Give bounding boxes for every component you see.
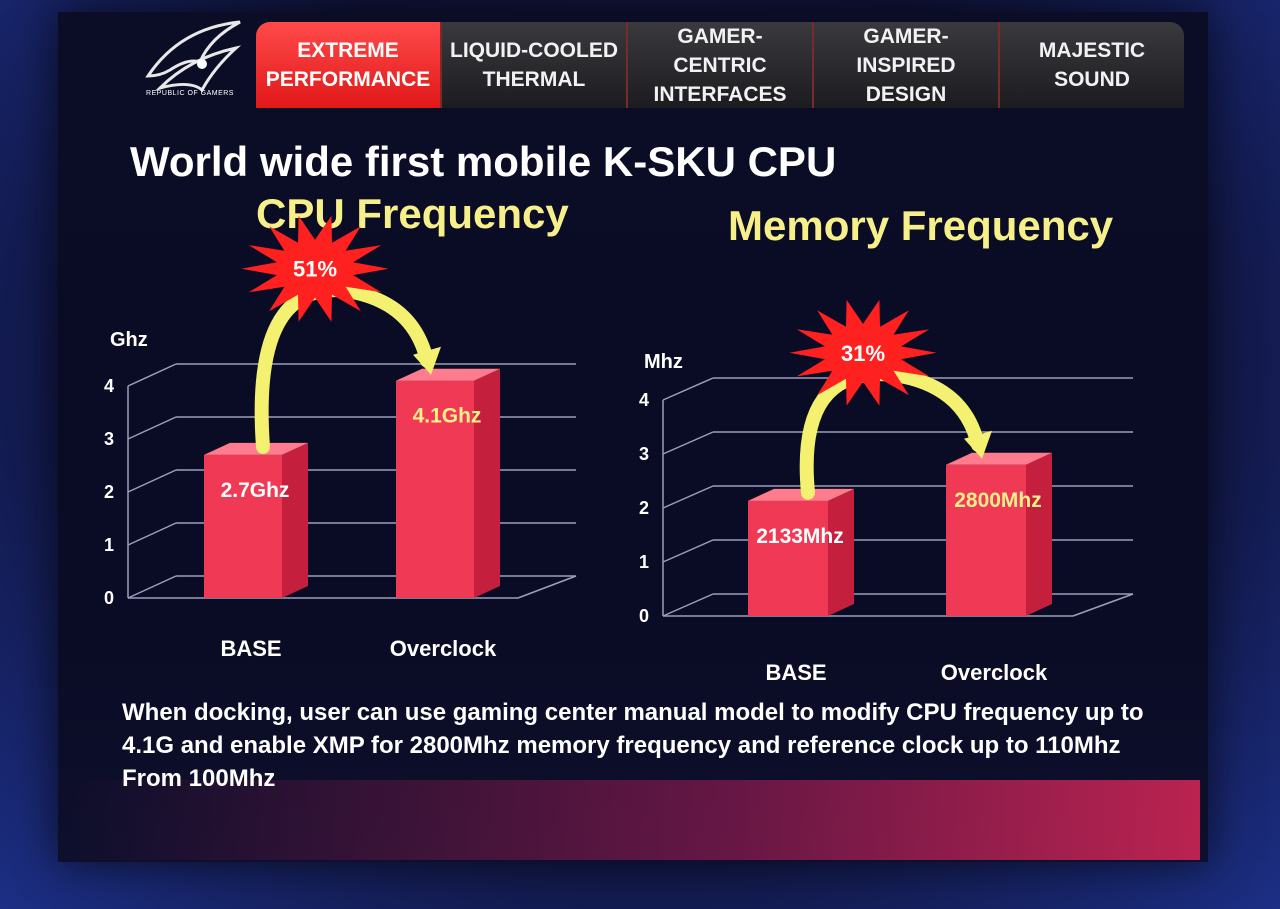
tab-label-line1: EXTREME [297,39,399,62]
grid-line [662,539,714,563]
y-axis-unit-label: Ghz [110,329,148,351]
grid-line [127,522,177,546]
tab-label-line2: PERFORMANCE [265,68,431,91]
y-tick-label: 3 [639,444,649,464]
bar-top [204,442,308,455]
bar-value-label: 4.1Ghz [413,405,482,428]
x-tick-label: BASE [220,636,281,661]
grid-line [127,416,177,440]
memory-chart-title: Memory Frequency [728,202,1114,249]
bar-front [396,380,474,598]
percent-increase-label: 31% [841,341,885,366]
y-tick-label: 1 [104,535,114,555]
bar-value-label: 2133Mhz [756,525,844,548]
grid-line [662,431,714,455]
bar-front [748,500,828,616]
bar-side [474,368,500,598]
feature-tabs: EXTREME PERFORMANCE LIQUID-COOLED THERMAL … [256,22,1184,108]
x-tick-label: Overclock [390,636,497,661]
bar-front [946,464,1026,616]
bar-side [828,488,854,616]
starburst-badge [789,299,937,406]
tab-label-line1: GAMER-CENTRIC [673,24,767,77]
bar-side [282,442,308,598]
y-tick-label: 2 [104,482,114,502]
tab-label-line1: GAMER-INSPIRED [856,24,956,77]
cpu-chart-title: CPU Frequency [256,190,569,237]
percent-increase-label: 51% [293,257,337,282]
grid-line [662,485,714,509]
bar-top [946,452,1052,465]
bar-top [396,368,500,381]
tab-extreme-performance[interactable]: EXTREME PERFORMANCE [256,22,442,108]
bar-top [748,488,854,501]
tab-liquid-cooled-thermal[interactable]: LIQUID-COOLED THERMAL [442,22,628,108]
grid-line [662,377,714,401]
y-tick-label: 4 [104,376,114,396]
y-tick-label: 1 [639,552,649,572]
tab-majestic-sound[interactable]: MAJESTIC SOUND [1000,22,1184,108]
screen-glare [60,780,1200,860]
tab-label-line2: SOUND [1054,68,1130,91]
grid-line [127,575,177,599]
footnote-text: When docking, user can use gaming center… [122,699,1144,792]
y-tick-label: 0 [104,588,114,608]
x-tick-label: BASE [765,660,826,685]
bar-front [204,454,282,598]
tab-gamer-centric-interfaces[interactable]: GAMER-CENTRIC INTERFACES [628,22,814,108]
slide-headline: World wide first mobile K-SKU CPU [130,138,837,185]
x-axis-depth [1072,593,1134,617]
y-tick-label: 0 [639,606,649,626]
y-tick-label: 4 [639,390,649,410]
tab-label-line1: LIQUID-COOLED [450,39,618,62]
tab-gamer-inspired-design[interactable]: GAMER-INSPIRED DESIGN [814,22,1000,108]
rog-logo-icon [145,20,242,93]
arrow-head [964,430,992,459]
starburst-badge [241,215,389,322]
logo-caption: REPUBLIC OF GAMERS [146,90,234,97]
tab-label-line2: INTERFACES [653,82,787,106]
tab-label-line2: DESIGN [865,82,947,106]
tab-label-line2: THERMAL [482,68,586,91]
bar-value-label: 2800Mhz [954,489,1042,512]
bar-value-label: 2.7Ghz [221,479,290,502]
x-tick-label: Overclock [941,660,1048,685]
grid-line [127,363,177,387]
x-axis-depth [517,575,577,599]
tab-label-line1: MAJESTIC [1038,39,1146,62]
grid-line [662,593,714,617]
y-axis-unit-label: Mhz [644,351,683,373]
slide-background [58,12,1208,862]
arrow-head [413,346,441,375]
grid-line [127,469,177,493]
y-tick-label: 2 [639,498,649,518]
bar-side [1026,452,1052,616]
y-tick-label: 3 [104,429,114,449]
